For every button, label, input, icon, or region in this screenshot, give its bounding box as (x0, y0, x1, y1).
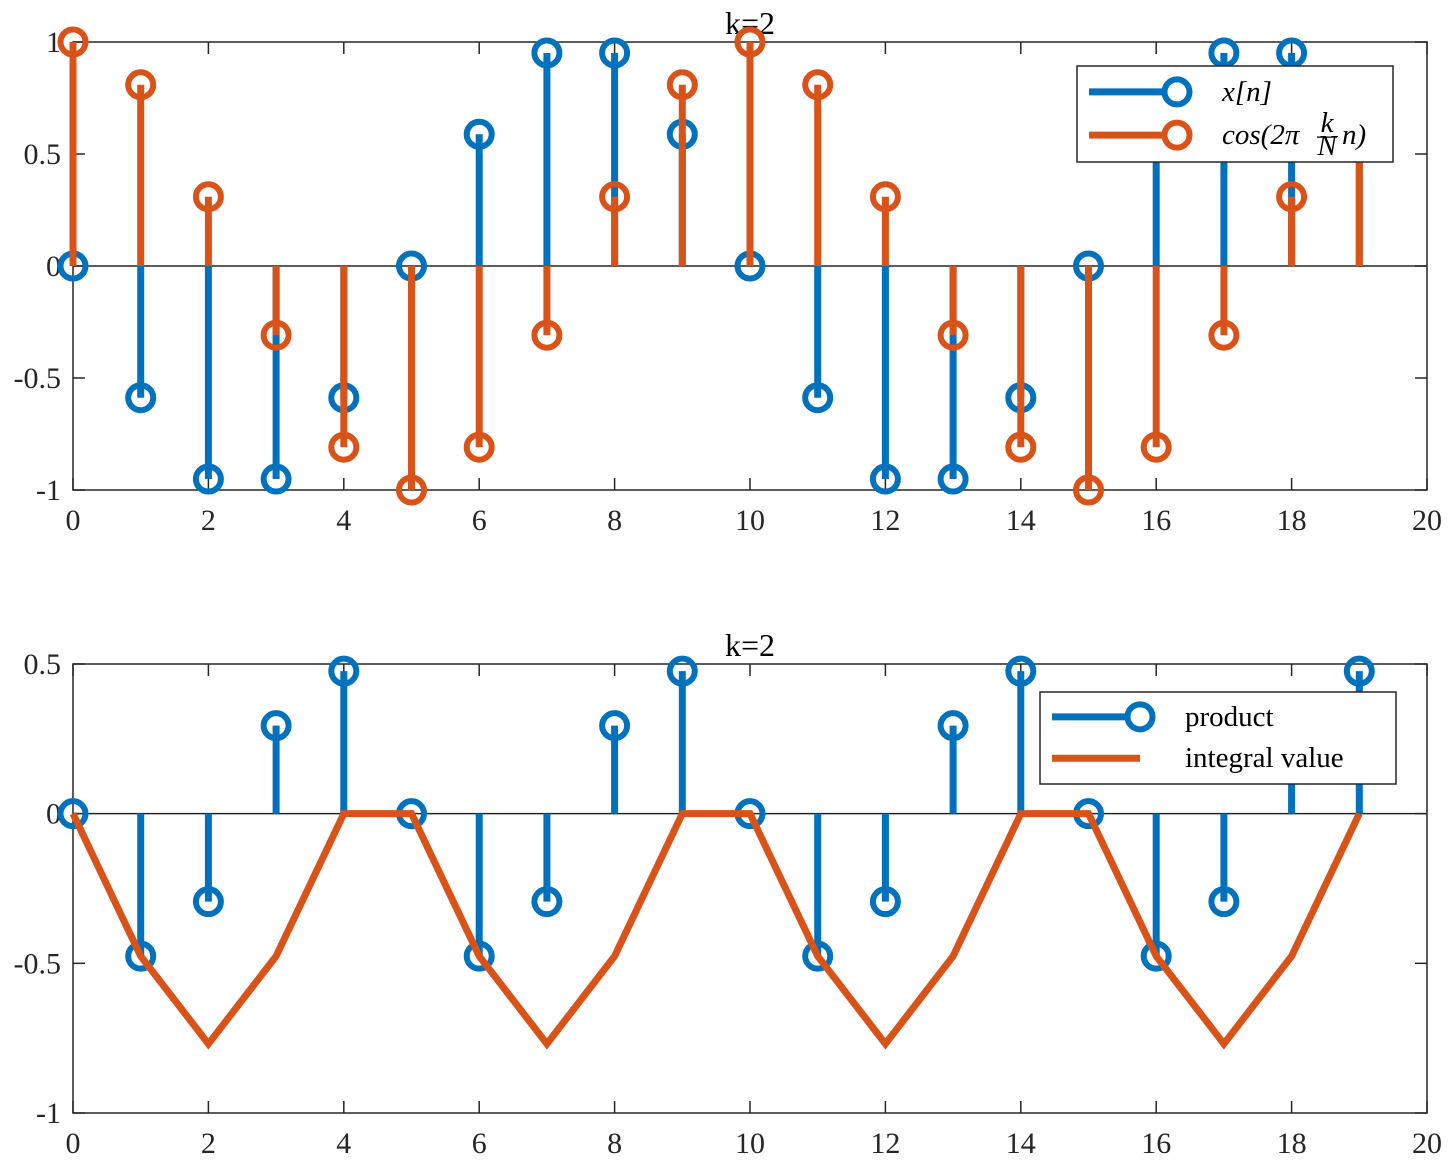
y-tick-label: -1 (36, 1097, 61, 1130)
x-tick-label: 16 (1141, 1127, 1171, 1160)
stem-marker (666, 69, 698, 101)
stem-marker (1073, 474, 1104, 506)
stem-marker (1140, 940, 1172, 972)
stem-marker (802, 69, 834, 101)
legend-fraction-den: N (1316, 130, 1338, 162)
x-tick-label: 10 (735, 1127, 765, 1160)
legend-marker (1161, 119, 1193, 151)
legend: x[n] cos(2π kN n) (1076, 65, 1394, 163)
stem-marker (937, 319, 969, 351)
stem-marker (192, 463, 224, 495)
stem-marker (463, 940, 495, 972)
legend-label-tail: n) (1342, 119, 1366, 151)
y-tick-label: 1 (46, 26, 61, 59)
stem-marker (125, 940, 157, 972)
y-tick-label: -0.5 (14, 947, 62, 980)
stem-marker (802, 940, 834, 972)
legend-box (1076, 65, 1394, 163)
stem-marker (666, 655, 698, 687)
stem-marker (1343, 655, 1375, 687)
stem-marker (260, 710, 292, 742)
legend-fraction-num: k (1321, 107, 1335, 139)
x-tick-label: 6 (472, 504, 487, 537)
x-tick-label: 4 (336, 1127, 351, 1160)
stem-marker (260, 463, 292, 495)
x-tick-label: 20 (1412, 504, 1442, 537)
stem-marker (260, 319, 292, 351)
stem-marker (869, 886, 901, 918)
stem-marker (192, 181, 224, 213)
x-tick-label: 4 (336, 504, 351, 537)
y-tick-label: 0.5 (24, 648, 62, 681)
stem-marker (599, 37, 631, 69)
stem-marker (531, 319, 563, 351)
stem-marker (1276, 181, 1308, 213)
y-tick-label: -0.5 (14, 362, 62, 395)
stem-marker (802, 382, 834, 414)
stem-marker (937, 710, 969, 742)
x-tick-label: 8 (607, 504, 622, 537)
stem-marker (328, 431, 360, 463)
stem-marker (531, 886, 563, 918)
x-tick-label: 8 (607, 1127, 622, 1160)
x-tick-label: 18 (1277, 1127, 1307, 1160)
stem-marker (125, 69, 157, 101)
stem-marker (869, 463, 901, 495)
stem-marker (869, 181, 901, 213)
x-tick-label: 18 (1277, 504, 1307, 537)
stem-marker (734, 26, 766, 58)
stem-marker (937, 463, 969, 495)
x-tick-label: 2 (201, 1127, 216, 1160)
stem-marker (192, 886, 224, 918)
x-tick-label: 10 (735, 504, 765, 537)
legend-marker (1161, 76, 1193, 108)
stem-marker (1005, 431, 1037, 463)
stem-marker (463, 431, 495, 463)
series-2 (57, 26, 1375, 506)
stem-marker (125, 382, 157, 414)
x-tick-label: 0 (66, 504, 81, 537)
x-tick-label: 16 (1141, 504, 1171, 537)
x-tick-label: 20 (1412, 1127, 1442, 1160)
stem-marker (599, 181, 631, 213)
legend-label: product (1185, 701, 1274, 733)
x-tick-label: 12 (870, 1127, 900, 1160)
stem-marker (1208, 886, 1240, 918)
stem-marker (463, 118, 495, 150)
legend-marker (1124, 701, 1156, 733)
legend-box (1039, 691, 1397, 785)
legend-label: x[n] (1221, 76, 1272, 108)
stem-marker (57, 26, 89, 58)
stem-marker (599, 710, 631, 742)
chart-panel-1: 0 2 4 6 8 10 12 14 16 18 20 -1 -0.5 0 0.5 1 k=2 x[n] cos(2… (14, 5, 1443, 537)
stem-marker (57, 798, 89, 830)
chart-title: k=2 (725, 627, 775, 663)
x-tick-label: 2 (201, 504, 216, 537)
stem-marker (1208, 319, 1240, 351)
x-tick-label: 0 (66, 1127, 81, 1160)
chart-title: k=2 (725, 5, 775, 41)
legend-label: cos(2π (1222, 119, 1301, 151)
stem-marker (1005, 655, 1037, 687)
stem-marker (1140, 431, 1172, 463)
y-tick-label: 0 (46, 798, 61, 831)
integral-line (69, 810, 1363, 1050)
x-tick-label: 14 (1006, 1127, 1036, 1160)
legend-label: integral value (1185, 742, 1344, 774)
x-tick-label: 12 (870, 504, 900, 537)
x-tick-label: 6 (472, 1127, 487, 1160)
x-tick-label: 14 (1006, 504, 1036, 537)
stem-marker (396, 474, 427, 506)
series-2 (69, 810, 1363, 1050)
y-tick-label: -1 (36, 474, 61, 507)
stem-marker (328, 655, 360, 687)
stem-marker (531, 37, 563, 69)
y-tick-label: 0.5 (24, 138, 62, 171)
legend: product integral value (1039, 691, 1397, 785)
y-tick-label: 0 (46, 250, 61, 283)
chart-panel-2: 0 2 4 6 8 10 12 14 16 18 20 -1 -0.5 0 0.5 k=2 product int… (14, 627, 1443, 1160)
